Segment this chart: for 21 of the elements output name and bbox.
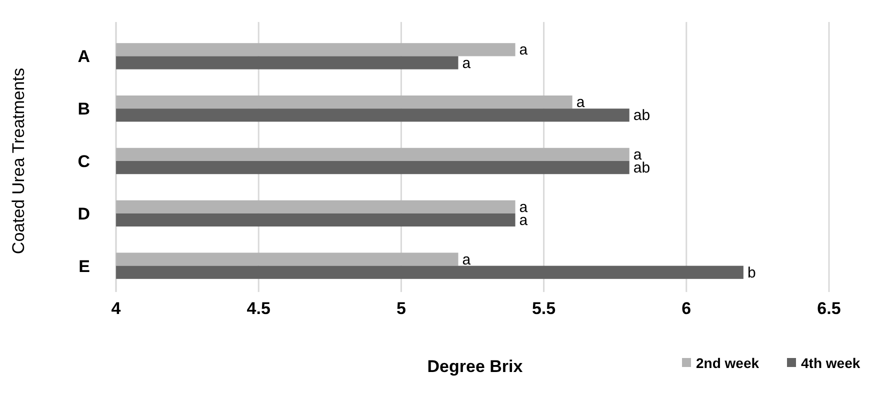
x-tick-label: 6.5 [817,299,841,318]
x-tick-label: 4.5 [246,299,270,318]
y-tick-label: A [78,47,90,66]
legend-label: 4th week [801,355,860,371]
data-label: a [519,42,528,59]
y-tick-label: C [78,152,90,171]
data-label: a [462,54,472,72]
x-tick-label: 4 [111,299,122,318]
legend-label: 2nd week [696,355,760,371]
data-label: ab [633,107,650,124]
y-tick-label: B [78,100,90,119]
data-label: b [747,264,756,282]
y-tick-label: D [78,204,90,224]
x-tick-label: 5.5 [532,299,556,318]
x-axis-title: Degree Brix [427,357,524,376]
data-label: a [576,94,586,112]
data-label: a [462,251,472,268]
y-tick-label: E [78,256,90,276]
x-tick-label: 6 [682,299,692,318]
y-axis-title: Coated Urea Treatments [9,68,28,254]
x-tick-label: 5 [396,299,406,318]
